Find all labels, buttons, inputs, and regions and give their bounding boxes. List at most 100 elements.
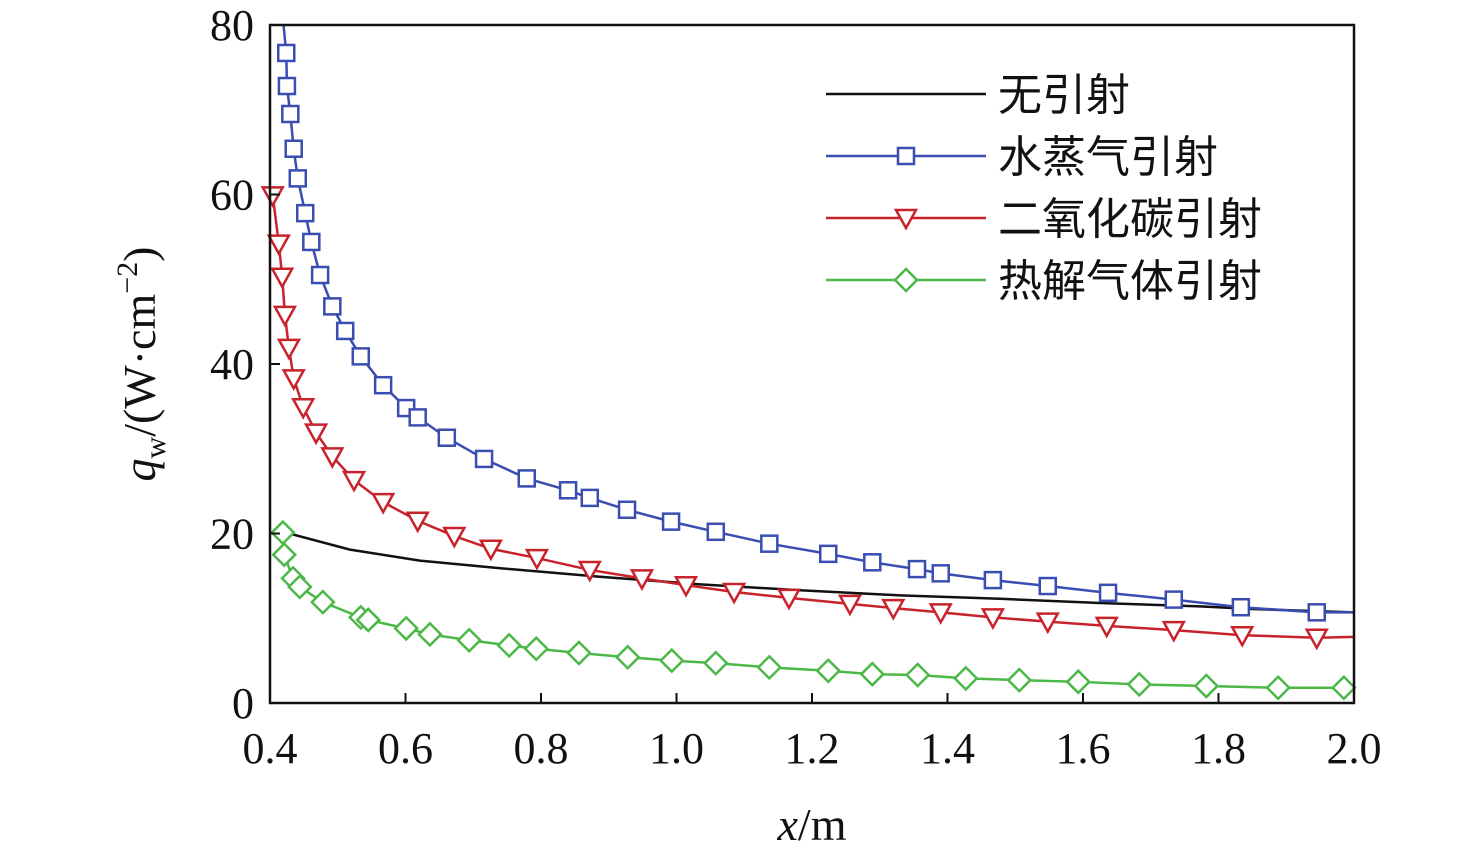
data-point-series-1 <box>302 232 321 252</box>
data-point-series-2 <box>266 234 291 257</box>
data-point-series-2 <box>577 560 602 583</box>
data-point-series-1 <box>1098 583 1118 603</box>
data-point-series-1 <box>373 375 393 395</box>
data-point-series-3 <box>271 541 297 568</box>
data-point-series-3 <box>904 662 931 688</box>
x-tick-label: 1.6 <box>1056 724 1111 773</box>
data-point-series-3 <box>953 665 979 692</box>
data-point-series-3 <box>287 574 313 600</box>
legend-label: 二氧化碳引射 <box>998 194 1262 245</box>
data-point-series-2 <box>405 511 430 534</box>
data-point-series-1 <box>760 534 779 553</box>
data-point-series-2 <box>980 608 1006 630</box>
data-point-series-2 <box>276 338 302 361</box>
data-point-series-2 <box>837 594 863 617</box>
x-tick-label: 0.6 <box>378 724 433 773</box>
data-point-series-1 <box>437 428 457 447</box>
x-tick-label: 1.4 <box>920 724 975 773</box>
legend-marker <box>893 267 919 293</box>
data-point-series-2 <box>478 539 503 562</box>
data-point-series-1 <box>335 321 355 341</box>
data-point-series-1 <box>310 265 330 285</box>
y-tick-label: 60 <box>210 171 254 220</box>
data-point-series-1 <box>819 544 838 564</box>
data-point-series-2 <box>442 526 467 549</box>
data-point-series-2 <box>1304 628 1329 651</box>
data-point-series-3 <box>1065 669 1092 695</box>
x-tick-label: 0.8 <box>514 724 569 773</box>
data-point-series-2 <box>524 548 550 571</box>
data-point-series-1 <box>295 203 315 223</box>
data-point-series-2 <box>629 569 655 591</box>
data-point-series-1 <box>1038 576 1058 596</box>
data-point-series-1 <box>277 43 296 63</box>
data-point-series-3 <box>859 661 886 687</box>
data-point-series-1 <box>284 139 303 158</box>
data-point-series-1 <box>408 408 427 427</box>
data-point-series-2 <box>673 575 699 598</box>
legend-label: 无引射 <box>998 70 1130 121</box>
data-point-series-1 <box>474 449 494 469</box>
data-point-series-2 <box>320 447 345 469</box>
series-line-3 <box>281 532 1344 689</box>
data-point-series-1 <box>517 469 537 488</box>
x-tick-label: 1.2 <box>785 724 840 773</box>
data-point-series-2 <box>1094 616 1119 639</box>
legend-marker <box>893 208 919 231</box>
series-line-1 <box>282 25 1354 614</box>
data-point-series-3 <box>496 632 522 659</box>
data-point-series-3 <box>703 650 729 676</box>
data-point-series-3 <box>1126 671 1153 698</box>
data-point-series-3 <box>456 627 482 654</box>
data-point-series-1 <box>706 522 726 542</box>
data-point-series-2 <box>303 423 329 446</box>
data-point-series-1 <box>617 500 637 520</box>
data-point-series-1 <box>661 512 681 531</box>
data-point-series-2 <box>881 598 906 621</box>
y-tick-label: 80 <box>210 1 254 50</box>
data-point-series-2 <box>928 603 953 625</box>
data-point-series-2 <box>281 369 306 391</box>
x-tick-label: 2.0 <box>1327 724 1382 773</box>
data-point-series-1 <box>351 347 371 366</box>
data-point-series-3 <box>1265 674 1291 701</box>
y-axis-label: qw/(W·cm−2) <box>111 247 172 482</box>
data-point-series-3 <box>566 640 592 666</box>
x-tick-label: 1.0 <box>649 724 704 773</box>
data-point-series-2 <box>721 582 747 605</box>
y-tick-label: 20 <box>210 510 254 559</box>
data-point-series-1 <box>931 564 950 583</box>
data-point-series-3 <box>815 658 842 684</box>
data-point-series-1 <box>983 570 1003 590</box>
data-point-series-2 <box>270 267 295 290</box>
data-point-series-3 <box>1006 667 1033 693</box>
data-point-series-1 <box>323 297 342 316</box>
data-point-series-2 <box>260 186 285 208</box>
data-point-series-2 <box>272 305 298 328</box>
data-point-series-1 <box>1307 603 1326 622</box>
data-point-series-1 <box>580 488 600 508</box>
legend-marker <box>896 146 916 166</box>
x-tick-label: 1.8 <box>1191 724 1246 773</box>
data-point-series-2 <box>341 470 367 493</box>
data-point-series-2 <box>776 588 802 611</box>
data-point-series-3 <box>355 607 382 633</box>
data-point-series-3 <box>614 644 641 671</box>
data-point-series-1 <box>1164 590 1184 609</box>
legend-label: 水蒸气引射 <box>998 132 1218 183</box>
data-point-series-2 <box>291 397 316 420</box>
y-tick-label: 0 <box>232 679 254 728</box>
data-point-series-2 <box>371 492 396 515</box>
data-point-series-1 <box>558 481 578 500</box>
data-point-series-1 <box>277 76 297 96</box>
data-point-series-1 <box>907 559 927 579</box>
data-point-series-2 <box>1161 620 1186 643</box>
data-point-series-2 <box>1230 625 1255 648</box>
data-point-series-3 <box>658 647 685 674</box>
data-point-series-3 <box>1331 674 1357 701</box>
data-point-series-3 <box>310 589 336 615</box>
data-point-series-3 <box>417 621 443 648</box>
data-point-series-1 <box>863 553 882 572</box>
